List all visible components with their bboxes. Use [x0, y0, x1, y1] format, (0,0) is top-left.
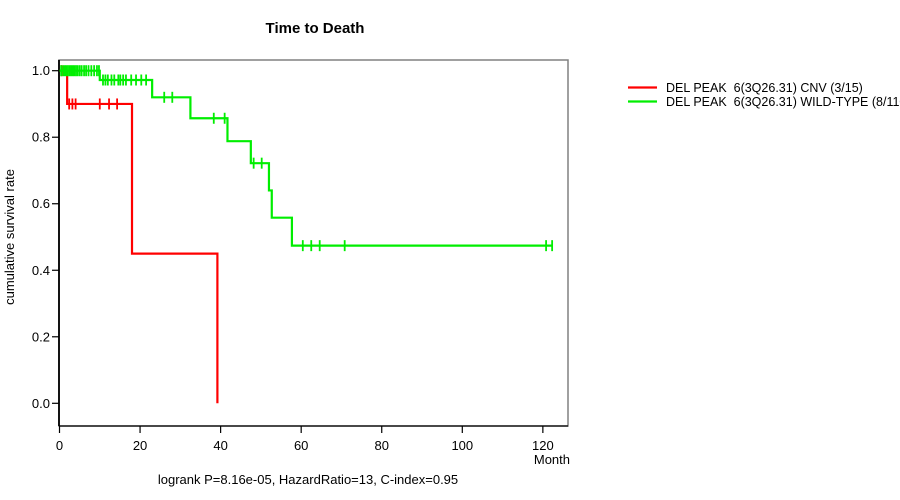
x-axis-label: Month — [534, 452, 570, 467]
legend-label: DEL PEAK 6(3Q26.31) CNV (3/15) — [666, 81, 863, 95]
y-tick-label: 0.4 — [32, 263, 50, 278]
x-tick-label: 60 — [294, 438, 308, 453]
survival-curve-wild-type — [59, 69, 553, 247]
x-tick-label: 0 — [56, 438, 63, 453]
y-tick-label: 1.0 — [32, 63, 50, 78]
y-tick-label: 0.0 — [32, 396, 50, 411]
x-tick-label: 40 — [213, 438, 227, 453]
stats-annotation: logrank P=8.16e-05, HazardRatio=13, C-in… — [158, 472, 458, 487]
y-tick-label: 0.2 — [32, 329, 50, 344]
plot-box — [58, 59, 569, 427]
x-tick-label: 80 — [375, 438, 389, 453]
y-axis-label: cumulative survival rate — [2, 169, 17, 305]
x-tick-label: 100 — [451, 438, 473, 453]
legend-label: DEL PEAK 6(3Q26.31) WILD-TYPE (8/110) — [666, 95, 900, 109]
y-tick-label: 0.8 — [32, 130, 50, 145]
x-tick-label: 120 — [532, 438, 554, 453]
plot-area: 0 20 40 60 80 100 120 0.0 0.2 0.4 0.6 0.8 1.0 DEL PEA… — [32, 59, 900, 453]
survival-curve-cnv — [59, 69, 219, 404]
chart-title: Time to Death — [266, 20, 365, 37]
x-tick-label: 20 — [133, 438, 147, 453]
y-tick-label: 0.6 — [32, 196, 50, 211]
